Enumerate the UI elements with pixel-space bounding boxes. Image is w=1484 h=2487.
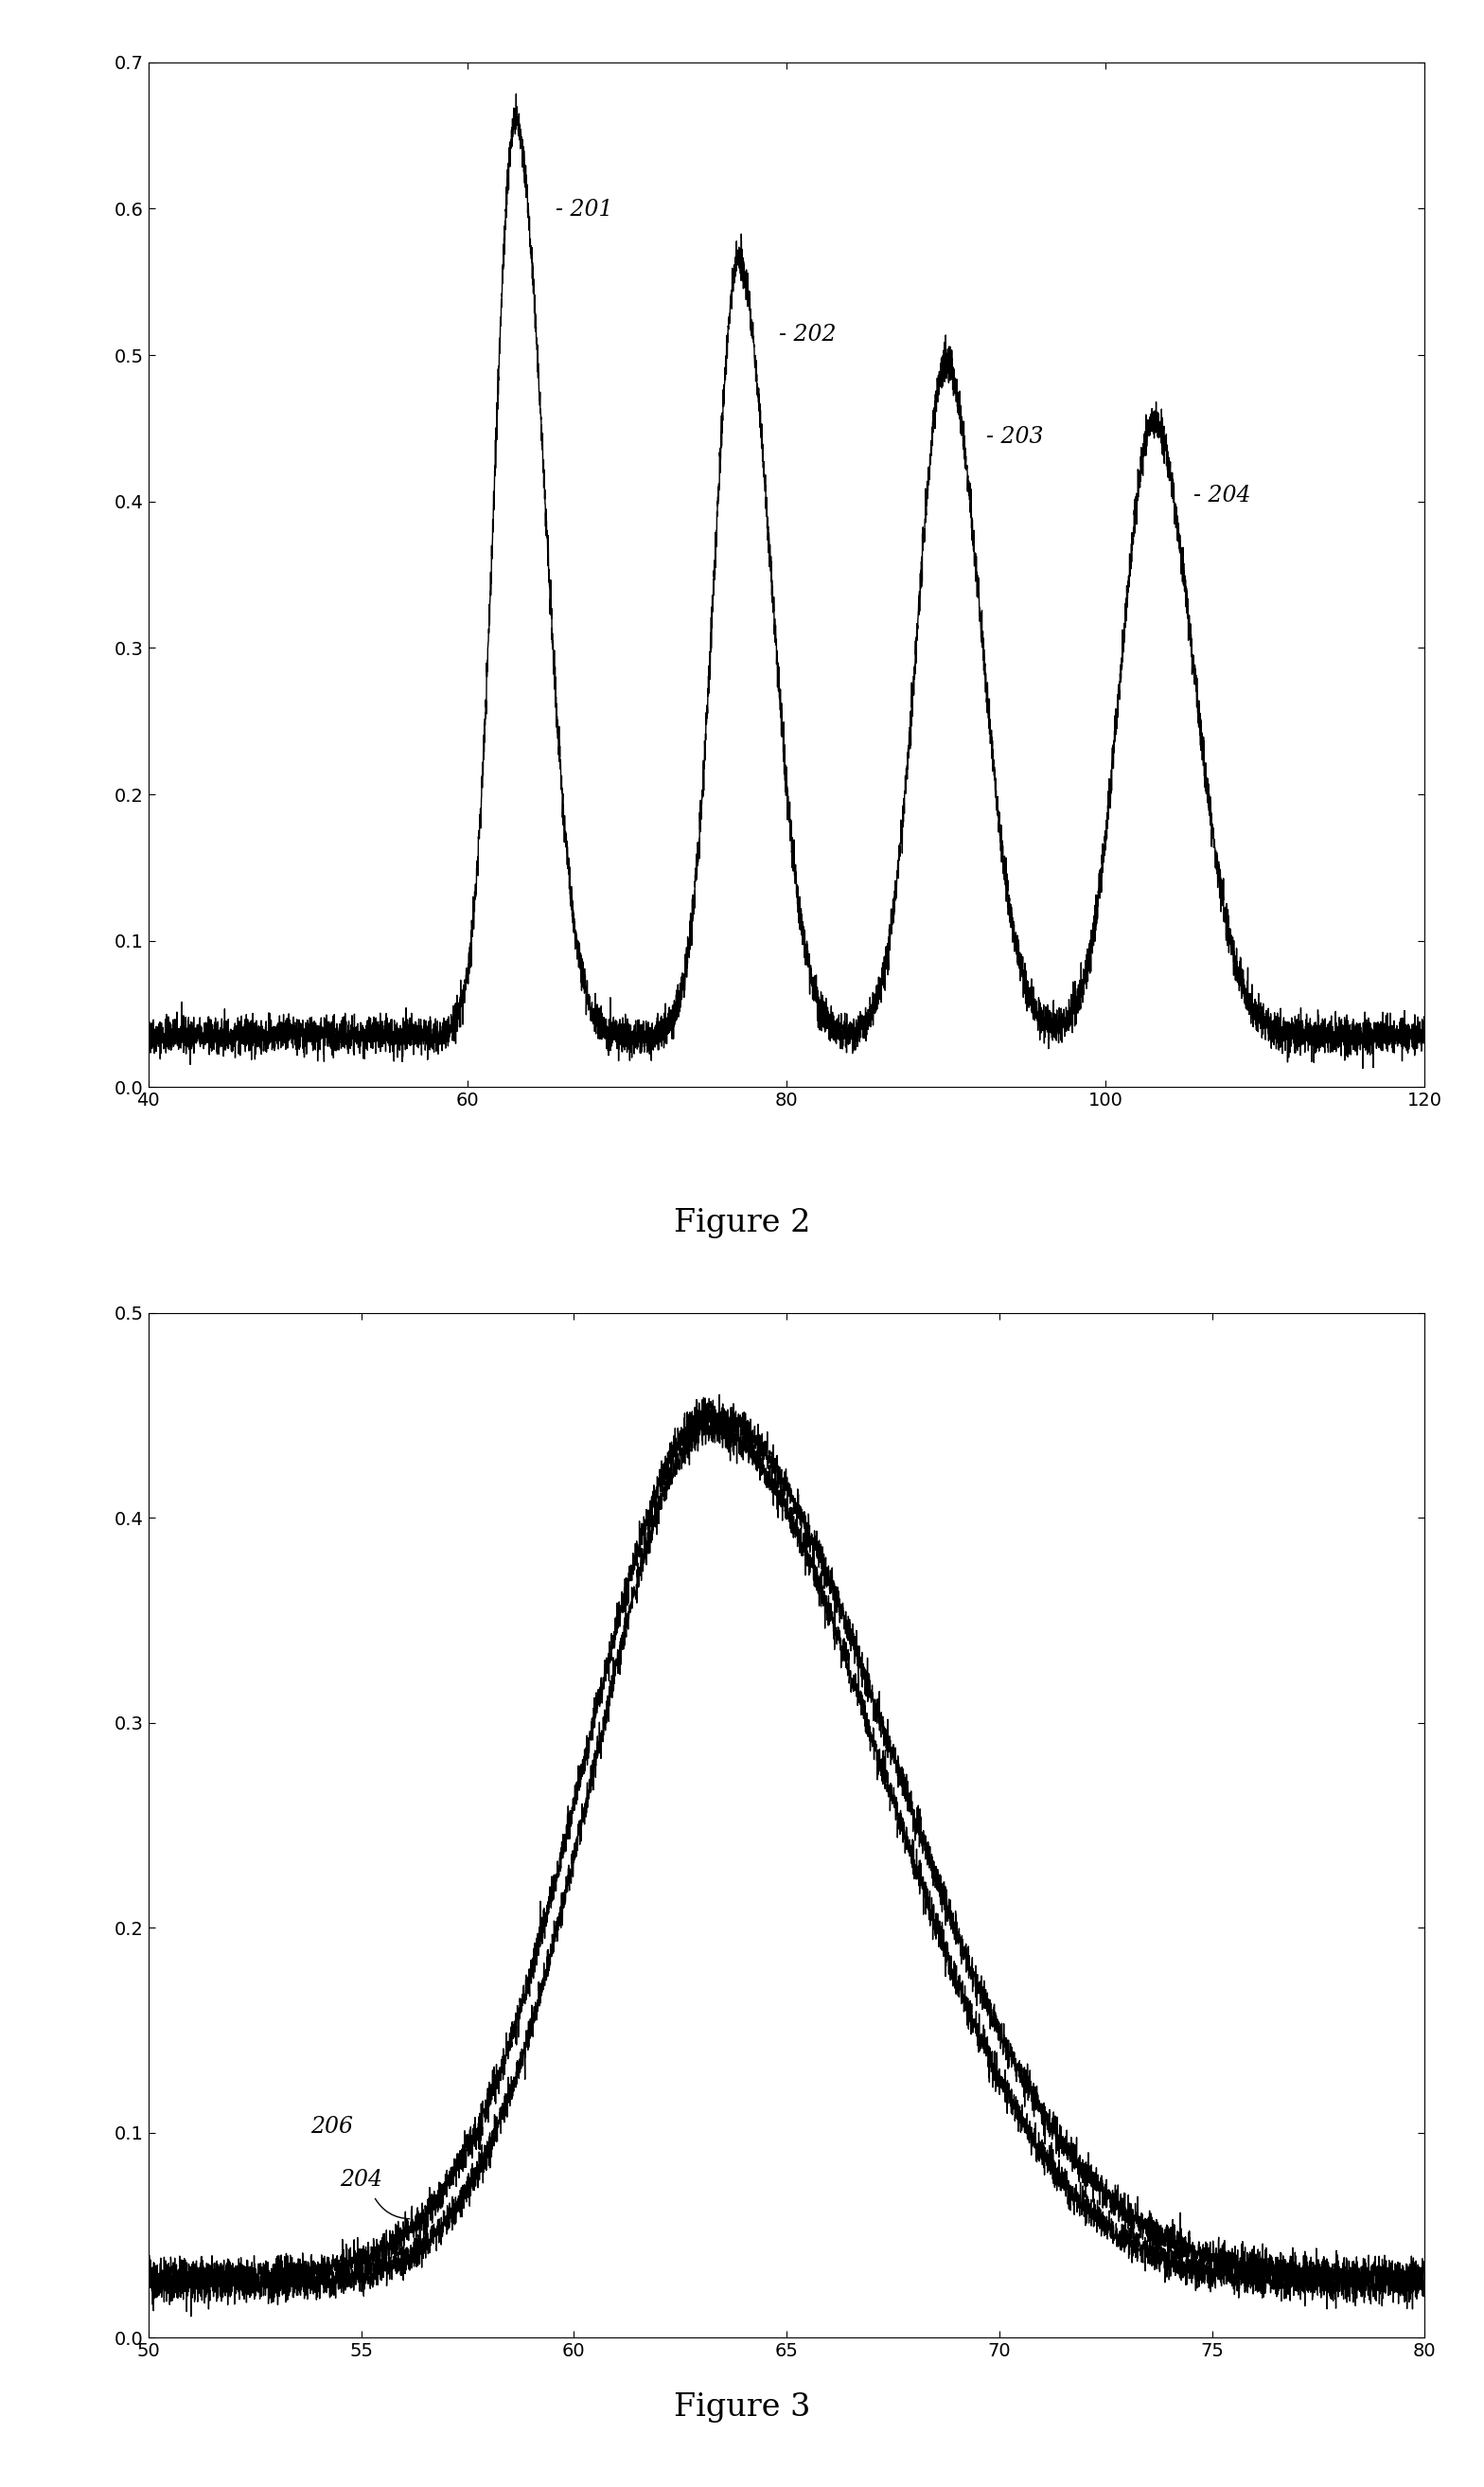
Text: Figure 3: Figure 3 [674, 2392, 810, 2422]
Text: - 201: - 201 [555, 199, 613, 221]
Text: 206: 206 [310, 2116, 353, 2136]
Text: 204: 204 [340, 2169, 383, 2191]
Text: Figure 2: Figure 2 [674, 1209, 810, 1239]
Text: - 203: - 203 [985, 425, 1043, 448]
Text: - 202: - 202 [779, 323, 835, 346]
Text: - 204: - 204 [1193, 485, 1251, 507]
